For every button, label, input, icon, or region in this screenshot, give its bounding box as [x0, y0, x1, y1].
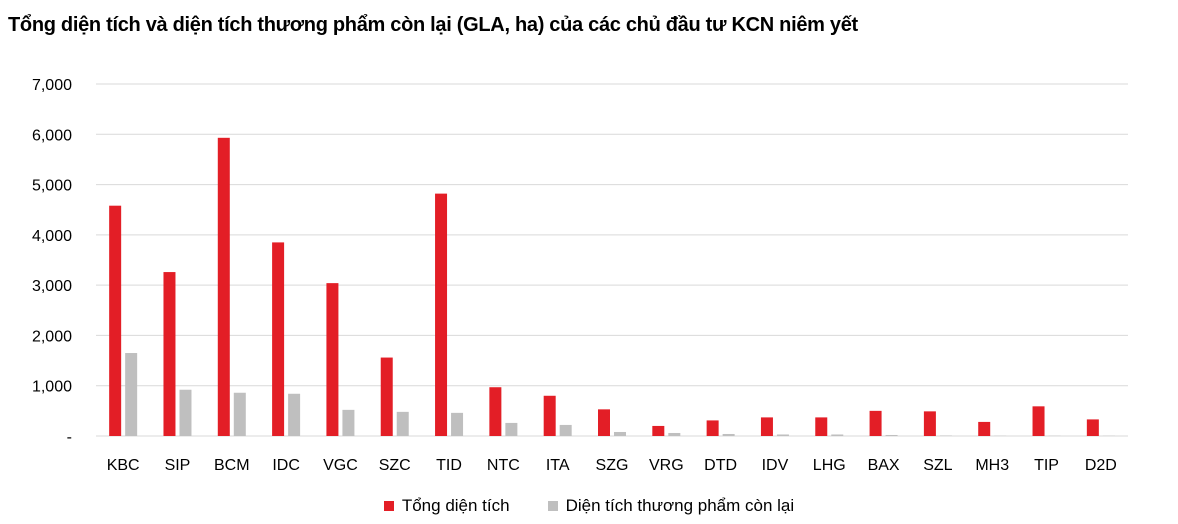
chart-title: Tổng diện tích và diện tích thương phẩm …	[8, 14, 858, 36]
bar-remaining	[179, 389, 192, 436]
x-tick-label: SZL	[923, 457, 952, 474]
bars	[109, 137, 1115, 436]
y-tick-label: 4,000	[32, 228, 72, 245]
y-tick-label: 5,000	[32, 178, 72, 195]
legend-item-total: Tổng diện tích	[383, 496, 510, 516]
bar-remaining	[614, 431, 626, 436]
x-tick-label: SZC	[379, 457, 411, 474]
bar-remaining	[342, 409, 355, 436]
bar-remaining	[722, 433, 735, 436]
bar-total	[435, 193, 448, 436]
x-tick-label: MH3	[975, 457, 1009, 474]
bar-remaining	[831, 434, 844, 436]
x-tick-label: SZG	[596, 457, 629, 474]
legend-label-total: Tổng diện tích	[401, 496, 510, 515]
bar-total	[760, 417, 773, 436]
gridlines	[96, 83, 1128, 437]
x-tick-label: IDC	[272, 457, 300, 474]
y-tick-label: -	[67, 429, 72, 446]
x-tick-label: DTD	[704, 457, 737, 474]
bar-remaining	[505, 422, 518, 436]
bar-total	[380, 357, 393, 436]
y-axis-ticks: - 1,000 2,000 3,000 4,000 5,000 6,000 7,000	[32, 77, 72, 446]
bar-total	[217, 137, 230, 436]
x-tick-label: D2D	[1085, 457, 1117, 474]
legend-item-remaining: Diện tích thương phẩm còn lại	[547, 496, 795, 516]
bar-remaining	[776, 434, 789, 436]
x-tick-label: LHG	[813, 457, 846, 474]
bar-remaining	[668, 432, 681, 436]
legend-label-remaining: Diện tích thương phẩm còn lại	[565, 496, 795, 515]
x-tick-label: BCM	[214, 457, 250, 474]
x-tick-label: SIP	[165, 457, 191, 474]
legend-swatch-total	[383, 501, 394, 511]
bar-total	[815, 417, 828, 436]
x-tick-label: ITA	[546, 457, 570, 474]
bar-total	[978, 421, 991, 436]
bar-total	[869, 410, 882, 436]
bar-total	[1032, 406, 1045, 436]
x-tick-label: KBC	[107, 457, 140, 474]
bar-total	[326, 283, 339, 436]
x-tick-label: NTC	[487, 457, 520, 474]
legend-swatch-remaining	[547, 501, 558, 511]
bar-total	[489, 387, 502, 436]
x-tick-label: IDV	[762, 457, 789, 474]
bar-total	[923, 411, 936, 436]
bar-total	[109, 205, 122, 436]
bar-total	[272, 242, 285, 436]
y-tick-label: 7,000	[32, 77, 72, 94]
bar-total	[543, 395, 556, 436]
legend: Tổng diện tích Diện tích thương phẩm còn…	[0, 496, 1178, 516]
x-tick-label: VRG	[649, 457, 684, 474]
y-tick-label: 3,000	[32, 278, 72, 295]
bar-remaining	[559, 424, 572, 436]
y-tick-label: 6,000	[32, 127, 72, 144]
bar-remaining	[233, 392, 246, 436]
bar-remaining	[885, 434, 898, 436]
x-tick-label: BAX	[868, 457, 900, 474]
bar-remaining	[125, 353, 138, 436]
x-tick-label: TIP	[1034, 457, 1059, 474]
x-tick-label: VGC	[323, 457, 358, 474]
bar-remaining	[451, 412, 464, 436]
bar-total	[1086, 419, 1099, 436]
bar-chart: - 1,000 2,000 3,000 4,000 5,000 6,000 7,000 KBC…	[32, 77, 1128, 474]
bar-total	[598, 409, 610, 436]
bar-total	[652, 425, 665, 436]
x-axis-ticks: KBC SIP BCM IDC VGC SZC TID NTC ITA SZG VRG DTD IDV L…	[107, 457, 1117, 474]
bar-remaining	[939, 435, 952, 436]
bar-total	[163, 272, 176, 436]
y-tick-label: 1,000	[32, 379, 72, 396]
x-tick-label: TID	[436, 457, 462, 474]
bar-total	[706, 420, 719, 436]
bar-remaining	[396, 411, 409, 436]
bar-remaining	[288, 393, 301, 436]
y-tick-label: 2,000	[32, 328, 72, 345]
